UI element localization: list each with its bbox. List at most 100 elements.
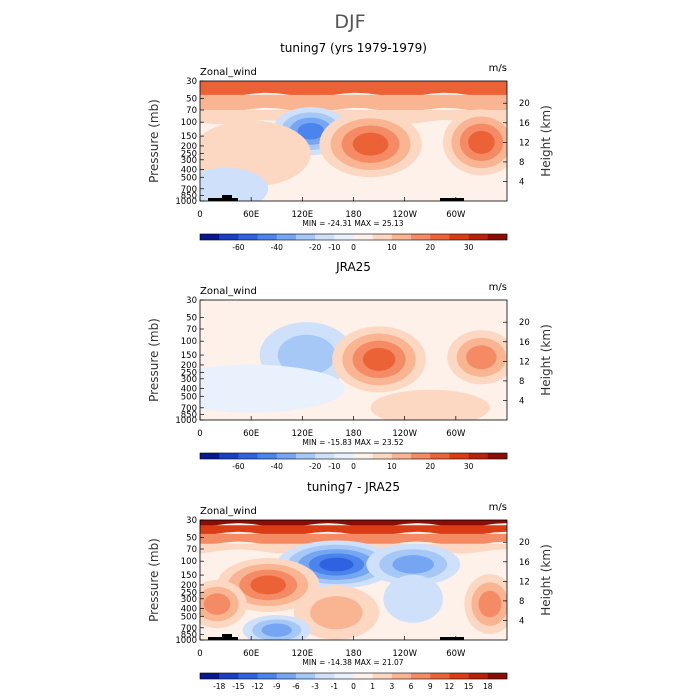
y2-tick-label: 8 xyxy=(519,377,524,387)
y-tick-label: 30 xyxy=(186,77,197,87)
contour-level xyxy=(362,347,396,371)
colorbar-label: 10 xyxy=(387,462,397,471)
y-tick-label: 70 xyxy=(186,106,197,116)
y-tick-label: 850 xyxy=(181,630,197,640)
y-axis-label: Pressure (mb) xyxy=(147,318,161,402)
colorbar-label: 3 xyxy=(389,682,394,691)
y-tick-label: 30 xyxy=(186,296,197,306)
colorbar-swatch xyxy=(430,673,450,679)
colorbar: -60 -40 -20 -10 0 10 20 30 xyxy=(199,233,508,252)
stats-label: MIN = -14.38 MAX = 21.07 xyxy=(302,658,403,667)
colorbar-swatch xyxy=(219,234,239,240)
y-tick-label: 250 xyxy=(181,589,197,599)
y2-tick-label: 8 xyxy=(519,597,524,607)
colorbar-swatch xyxy=(219,453,239,459)
y2-axis-label: Height (km) xyxy=(539,544,553,615)
colorbar-label: -6 xyxy=(292,682,300,691)
colorbar-swatch xyxy=(487,234,508,240)
contour-band xyxy=(200,81,507,97)
contour-level xyxy=(200,364,345,413)
colorbar-swatch xyxy=(372,673,393,679)
y2-tick-label: 4 xyxy=(519,616,524,626)
y-tick-label: 100 xyxy=(181,557,197,567)
colorbar-label: -10 xyxy=(328,462,340,471)
colorbar-label: 9 xyxy=(428,682,433,691)
x-tick-label: 60W xyxy=(446,429,466,439)
colorbar-swatch xyxy=(372,234,393,240)
colorbar-swatch xyxy=(487,453,508,459)
colorbar-swatch xyxy=(391,234,412,240)
contour-level xyxy=(310,596,363,630)
y-tick-label: 700 xyxy=(181,185,197,195)
contour-level xyxy=(261,623,292,637)
x-tick-label: 120W xyxy=(392,649,417,659)
y-tick-label: 50 xyxy=(186,313,197,323)
y-tick-label: 500 xyxy=(181,392,197,402)
x-tick-label: 0 xyxy=(197,649,202,659)
y-tick-label: 500 xyxy=(181,612,197,622)
contour-field xyxy=(200,520,507,640)
colorbar-label: 0 xyxy=(351,682,356,691)
colorbar-swatch xyxy=(200,234,220,240)
y-tick-label: 70 xyxy=(186,545,197,555)
y2-tick-label: 16 xyxy=(519,119,530,129)
topography xyxy=(440,637,464,640)
colorbar-swatch xyxy=(353,234,373,240)
panel-title: tuning7 - JRA25 xyxy=(307,480,400,494)
y-tick-label: 1000 xyxy=(175,636,197,646)
colorbar-swatch xyxy=(334,234,354,240)
units-label: m/s xyxy=(489,502,507,513)
y-tick-label: 400 xyxy=(181,166,197,176)
colorbar-label: -10 xyxy=(328,243,340,252)
contour-band xyxy=(200,525,507,536)
y-tick-label: 150 xyxy=(181,351,197,361)
variable-label: Zonal_wind xyxy=(200,506,257,517)
colorbar-label: 15 xyxy=(464,682,474,691)
contour-level xyxy=(200,167,269,201)
colorbar-label: -9 xyxy=(273,682,281,691)
contour-level xyxy=(250,575,287,595)
y2-tick-label: 4 xyxy=(519,177,524,187)
colorbar-swatch xyxy=(449,673,469,679)
y2-axis-label: Height (km) xyxy=(539,324,553,395)
y-tick-label: 300 xyxy=(181,156,197,166)
colorbar-label: -3 xyxy=(311,682,319,691)
colorbar-label: -15 xyxy=(232,682,244,691)
y-tick-label: 1000 xyxy=(175,197,197,207)
colorbar-swatch xyxy=(315,453,335,459)
colorbar-swatch xyxy=(257,453,278,459)
contour-level xyxy=(466,345,497,370)
colorbar-swatch xyxy=(315,234,335,240)
x-tick-label: 60E xyxy=(243,210,259,220)
y-axis-label: Pressure (mb) xyxy=(147,99,161,183)
colorbar-label: -40 xyxy=(271,243,283,252)
colorbar-swatch xyxy=(200,453,220,459)
units-label: m/s xyxy=(489,282,507,293)
y-tick-label: 200 xyxy=(181,142,197,152)
y-axis-label: Pressure (mb) xyxy=(147,538,161,622)
colorbar-swatch xyxy=(200,673,220,679)
panel-title: JRA25 xyxy=(335,260,371,274)
colorbar-swatch xyxy=(430,453,450,459)
contour-level xyxy=(297,122,325,140)
contour-band xyxy=(200,533,507,546)
y-tick-label: 700 xyxy=(181,624,197,634)
x-tick-label: 120W xyxy=(392,210,417,220)
colorbar: -60 -40 -20 -10 0 10 20 30 xyxy=(199,452,508,471)
contour-level xyxy=(277,334,336,376)
y-tick-label: 300 xyxy=(181,595,197,605)
contour-band xyxy=(200,94,507,113)
contour-band xyxy=(200,300,507,320)
colorbar-label: -20 xyxy=(309,462,321,471)
colorbar-label: 10 xyxy=(387,243,397,252)
y2-tick-label: 8 xyxy=(519,158,524,168)
x-tick-label: 0 xyxy=(197,210,202,220)
colorbar-label: -40 xyxy=(271,462,283,471)
colorbar-swatch xyxy=(276,234,297,240)
y-tick-label: 400 xyxy=(181,385,197,395)
x-tick-label: 180 xyxy=(345,649,361,659)
colorbar-swatch xyxy=(449,234,469,240)
colorbar-swatch xyxy=(334,673,354,679)
units-label: m/s xyxy=(489,63,507,74)
